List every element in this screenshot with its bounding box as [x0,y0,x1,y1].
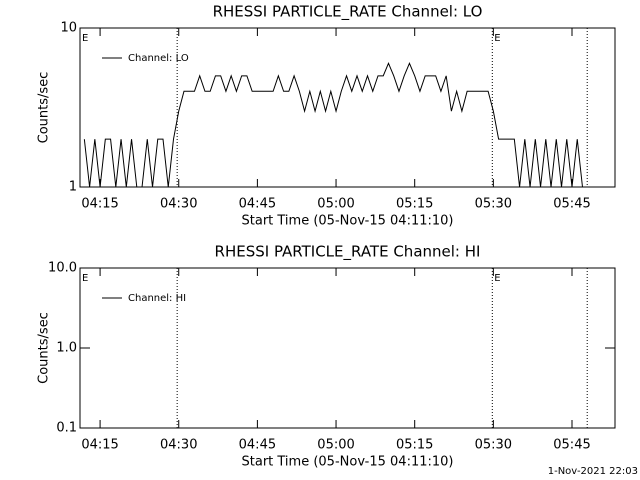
y-axis-label: Counts/sec [37,312,52,384]
x-tick-label: 05:30 [475,438,512,453]
plot-frame [79,267,616,429]
y-axis-label: Counts/sec [37,72,52,144]
annotation: E [494,33,500,44]
x-axis-label: Start Time (05-Nov-15 04:11:10) [242,455,454,470]
legend-label: Channel: HI [128,293,186,304]
x-tick-label: 05:45 [553,438,590,453]
x-tick-label: 05:15 [396,438,433,453]
x-tick-label: 04:45 [239,197,276,212]
chart-title: RHESSI PARTICLE_RATE Channel: LO [213,3,483,22]
y-tick-label: 1 [69,180,77,195]
annotation: E [82,273,88,284]
x-tick-label: 05:45 [553,197,590,212]
y-tick-label: 1.0 [56,341,77,356]
y-tick-label: 10.0 [48,261,77,276]
annotation: E [82,33,88,44]
x-tick-label: 04:15 [81,197,118,212]
data-line [83,61,583,188]
x-tick-label: 04:30 [160,438,197,453]
legend-label: Channel: LO [128,53,189,64]
footer: 1-Nov-2021 22:03 [548,466,638,477]
x-tick-label: 05:00 [317,438,354,453]
x-tick-label: 05:30 [475,197,512,212]
x-tick-label: 05:00 [317,197,354,212]
x-tick-label: 04:30 [160,197,197,212]
y-tick-label: 0.1 [56,421,77,436]
x-axis-label: Start Time (05-Nov-15 04:11:10) [242,214,454,229]
chart-title: RHESSI PARTICLE_RATE Channel: HI [215,243,481,262]
x-tick-label: 05:15 [396,197,433,212]
y-tick-label: 10 [60,21,77,36]
x-tick-label: 04:15 [81,438,118,453]
plot-frame [79,27,616,188]
annotation: E [494,273,500,284]
x-tick-label: 04:45 [239,438,276,453]
